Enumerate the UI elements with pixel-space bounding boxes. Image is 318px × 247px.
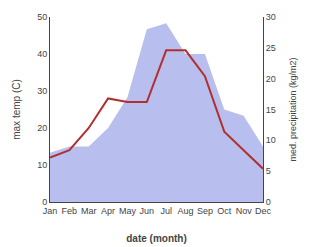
svg-text:Apr: Apr [101, 206, 115, 216]
svg-text:10: 10 [266, 135, 276, 145]
svg-text:Oct: Oct [217, 206, 232, 216]
svg-text:Jan: Jan [43, 206, 58, 216]
svg-text:25: 25 [266, 43, 276, 53]
svg-text:May: May [119, 206, 137, 216]
svg-text:Feb: Feb [62, 206, 78, 216]
svg-text:20: 20 [37, 123, 47, 133]
svg-text:40: 40 [37, 49, 47, 59]
svg-text:Sep: Sep [197, 206, 213, 216]
svg-text:Aug: Aug [178, 206, 194, 216]
svg-text:10: 10 [37, 160, 47, 170]
svg-text:max temp (C): max temp (C) [11, 79, 22, 140]
svg-text:0: 0 [266, 197, 271, 207]
svg-text:20: 20 [266, 74, 276, 84]
svg-text:med. precipitation (kg/m2): med. precipitation (kg/m2) [288, 57, 298, 161]
svg-text:30: 30 [266, 12, 276, 22]
svg-text:15: 15 [266, 105, 276, 115]
svg-text:5: 5 [266, 166, 271, 176]
svg-text:0: 0 [42, 197, 47, 207]
svg-text:Nov: Nov [236, 206, 253, 216]
svg-text:date (month): date (month) [126, 233, 187, 244]
svg-text:30: 30 [37, 86, 47, 96]
svg-text:Jul: Jul [160, 206, 172, 216]
svg-text:Dec: Dec [255, 206, 272, 216]
svg-text:Jun: Jun [140, 206, 155, 216]
svg-text:Mar: Mar [81, 206, 97, 216]
svg-text:50: 50 [37, 12, 47, 22]
